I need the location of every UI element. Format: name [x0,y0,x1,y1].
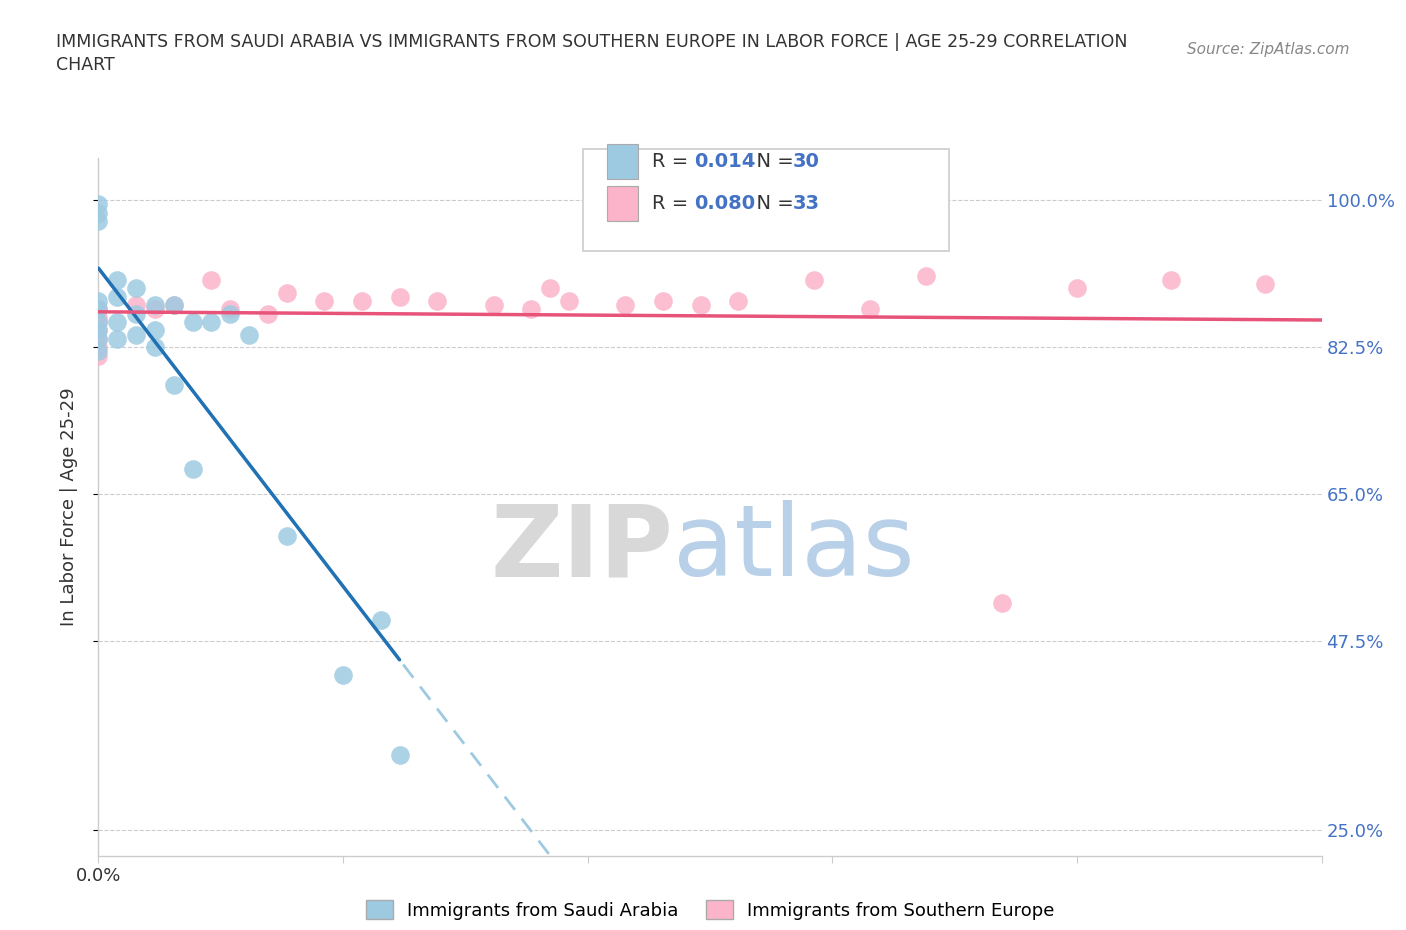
Text: N =: N = [744,194,800,213]
Point [915,269,938,284]
Point [803,272,825,287]
Point [426,294,449,309]
Point [143,339,166,354]
Point [276,529,298,544]
Point [105,314,128,329]
Point [87,331,110,346]
Point [125,306,148,321]
Text: R =: R = [652,153,695,171]
Point [105,272,128,287]
Text: IMMIGRANTS FROM SAUDI ARABIA VS IMMIGRANTS FROM SOUTHERN EUROPE IN LABOR FORCE |: IMMIGRANTS FROM SAUDI ARABIA VS IMMIGRAN… [56,33,1128,50]
Point [87,302,110,317]
Point [558,294,581,309]
Point [181,314,204,329]
Point [163,298,186,312]
Point [163,378,186,392]
Point [105,331,128,346]
Point [87,197,110,212]
Point [388,748,411,763]
Text: 30: 30 [793,153,820,171]
Point [105,289,128,304]
Text: Source: ZipAtlas.com: Source: ZipAtlas.com [1187,42,1350,57]
Point [350,294,373,309]
Point [200,272,222,287]
Point [87,206,110,220]
Point [538,281,561,296]
Point [200,314,222,329]
Point [727,294,749,309]
Point [520,302,543,317]
Text: 33: 33 [793,194,820,213]
Text: R =: R = [652,194,695,213]
Point [276,286,298,300]
Point [238,327,260,342]
Point [87,344,110,359]
Point [87,331,110,346]
Point [87,302,110,317]
Point [87,314,110,329]
Text: CHART: CHART [56,56,115,73]
Point [314,294,336,309]
Point [256,306,278,321]
Point [125,281,148,296]
Point [125,327,148,342]
Point [87,294,110,309]
Point [652,294,675,309]
Point [87,311,110,325]
Point [87,214,110,229]
Point [859,302,882,317]
Point [143,302,166,317]
Point [87,314,110,329]
Point [87,348,110,363]
Point [990,596,1012,611]
Point [219,306,242,321]
Point [143,323,166,338]
Point [87,339,110,354]
Point [614,298,637,312]
Text: 0.080: 0.080 [695,194,755,213]
Point [87,323,110,338]
Point [181,461,204,476]
Point [125,298,148,312]
Point [1066,281,1088,296]
Text: 0.014: 0.014 [695,153,756,171]
Text: N =: N = [744,153,800,171]
Y-axis label: In Labor Force | Age 25-29: In Labor Force | Age 25-29 [59,388,77,626]
Point [219,302,242,317]
Point [143,298,166,312]
Point [482,298,505,312]
Point [87,323,110,338]
Point [163,298,186,312]
Legend: Immigrants from Saudi Arabia, Immigrants from Southern Europe: Immigrants from Saudi Arabia, Immigrants… [359,893,1062,927]
Point [370,613,392,628]
Point [332,668,354,683]
Point [689,298,711,312]
Text: ZIP: ZIP [491,500,673,597]
Point [1254,277,1277,292]
Text: atlas: atlas [673,500,915,597]
Point [388,289,411,304]
Point [1160,272,1182,287]
